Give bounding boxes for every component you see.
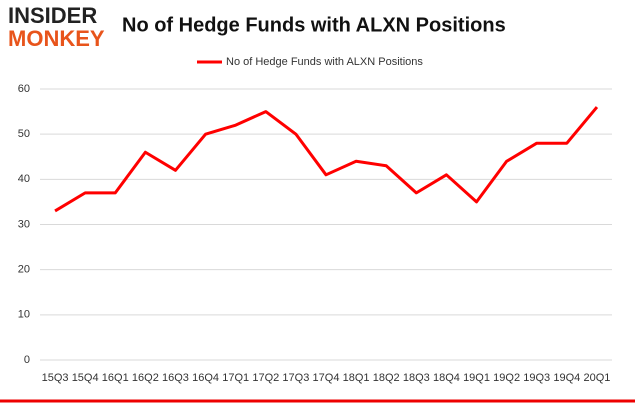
x-tick-label: 19Q3 [523, 372, 550, 384]
y-tick-label: 60 [18, 83, 30, 95]
x-tick-label: 16Q2 [132, 372, 159, 384]
series-line [54, 106, 599, 213]
x-tick-label: 16Q3 [162, 372, 189, 384]
x-tick-label: 18Q1 [343, 372, 370, 384]
x-tick-label: 16Q4 [192, 372, 219, 384]
x-tick-label: 15Q3 [42, 372, 69, 384]
y-tick-label: 30 [18, 218, 30, 230]
x-tick-label: 18Q4 [433, 372, 460, 384]
x-tick-label: 19Q1 [463, 372, 490, 384]
y-tick-label: 40 [18, 173, 30, 185]
y-tick-label: 50 [18, 128, 30, 140]
y-tick-label: 20 [18, 264, 30, 276]
x-tick-label: 18Q3 [403, 372, 430, 384]
x-tick-label: 20Q1 [583, 372, 610, 384]
x-tick-label: 17Q1 [222, 372, 249, 384]
legend-label: No of Hedge Funds with ALXN Positions [226, 56, 423, 68]
x-tick-label: 16Q1 [102, 372, 129, 384]
x-tick-label: 17Q4 [313, 372, 340, 384]
y-tick-label: 0 [24, 354, 30, 366]
y-tick-label: 10 [18, 309, 30, 321]
x-tick-label: 17Q3 [282, 372, 309, 384]
logo-bottom: MONKEY [8, 26, 105, 51]
x-tick-label: 19Q2 [493, 372, 520, 384]
x-tick-label: 19Q4 [553, 372, 580, 384]
x-tick-label: 17Q2 [252, 372, 279, 384]
chart-title: No of Hedge Funds with ALXN Positions [122, 14, 506, 36]
x-tick-label: 18Q2 [373, 372, 400, 384]
x-tick-label: 15Q4 [72, 372, 99, 384]
logo-top: INSIDER [8, 3, 97, 28]
